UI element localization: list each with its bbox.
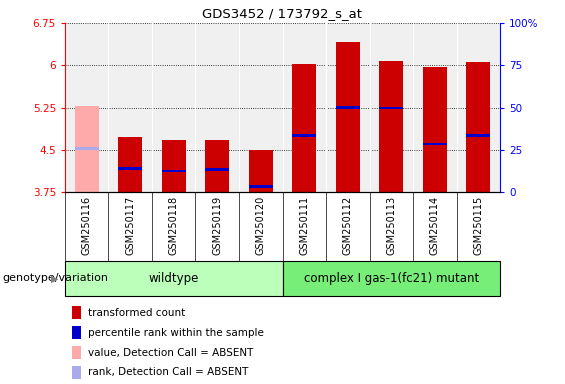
Bar	[65, 261, 282, 296]
Text: complex I gas-1(fc21) mutant: complex I gas-1(fc21) mutant	[303, 272, 479, 285]
Bar	[162, 140, 186, 192]
Bar	[379, 107, 403, 109]
Bar	[118, 167, 142, 170]
Text: value, Detection Call = ABSENT: value, Detection Call = ABSENT	[88, 348, 254, 358]
Text: genotype/variation: genotype/variation	[3, 273, 109, 283]
Bar	[205, 140, 229, 192]
Text: GSM250118: GSM250118	[169, 195, 179, 255]
Bar	[336, 41, 360, 192]
Text: rank, Detection Call = ABSENT: rank, Detection Call = ABSENT	[88, 367, 249, 377]
Bar	[72, 346, 81, 359]
Bar	[72, 366, 81, 379]
Bar	[292, 64, 316, 192]
Bar	[72, 306, 81, 319]
Text: GSM250117: GSM250117	[125, 195, 135, 255]
Text: GSM250112: GSM250112	[343, 195, 353, 255]
Bar	[118, 137, 142, 192]
Bar	[75, 106, 99, 192]
Text: GSM250113: GSM250113	[386, 195, 396, 255]
Text: percentile rank within the sample: percentile rank within the sample	[88, 328, 264, 338]
Text: transformed count: transformed count	[88, 308, 185, 318]
Text: GSM250120: GSM250120	[256, 195, 266, 255]
Text: GSM250114: GSM250114	[430, 195, 440, 255]
Text: GSM250116: GSM250116	[82, 195, 92, 255]
Bar	[336, 106, 360, 109]
Bar	[423, 67, 447, 192]
Bar	[466, 134, 490, 137]
Bar	[292, 134, 316, 137]
Bar	[249, 150, 273, 192]
Bar	[72, 326, 81, 339]
Text: ▶: ▶	[51, 273, 58, 283]
Bar	[249, 185, 273, 188]
Text: GSM250115: GSM250115	[473, 195, 483, 255]
Bar	[75, 147, 99, 150]
Text: GSM250111: GSM250111	[299, 195, 309, 255]
Title: GDS3452 / 173792_s_at: GDS3452 / 173792_s_at	[202, 7, 363, 20]
Bar	[162, 170, 186, 172]
Bar	[379, 61, 403, 192]
Bar	[423, 143, 447, 146]
Bar	[205, 168, 229, 171]
Bar	[282, 261, 500, 296]
Text: wildtype: wildtype	[149, 272, 199, 285]
Text: GSM250119: GSM250119	[212, 195, 222, 255]
Bar	[466, 63, 490, 192]
